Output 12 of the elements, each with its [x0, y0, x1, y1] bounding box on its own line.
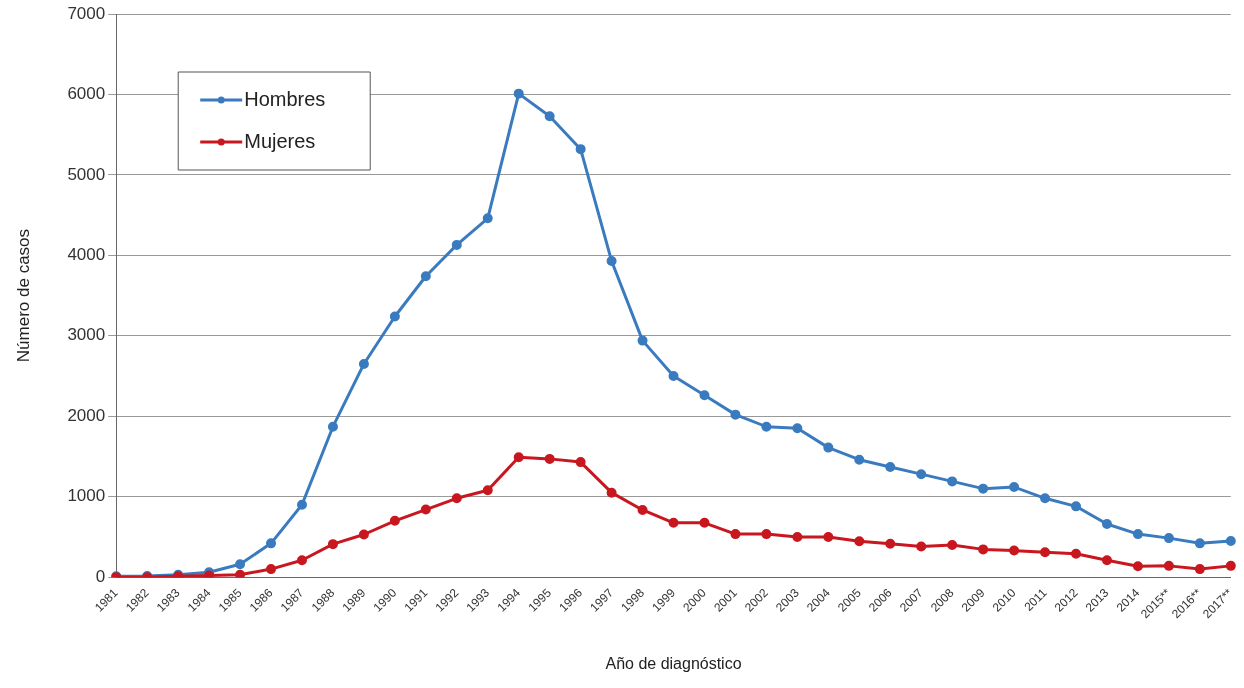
y-tick-label: 7000: [67, 3, 106, 23]
y-tick-label: 1000: [67, 486, 106, 506]
x-axis-title: Año de diagnóstico: [605, 654, 742, 672]
y-tick-label: 6000: [67, 84, 106, 104]
y-tick-label: 2000: [67, 405, 106, 425]
y-tick-label: 0: [95, 566, 106, 586]
legend-label: Mujeres: [244, 129, 316, 152]
y-tick-label: 5000: [67, 164, 106, 184]
y-tick-label: 3000: [67, 325, 106, 345]
y-axis-title: Número de casos: [13, 228, 33, 363]
y-tick-label: 4000: [67, 245, 106, 265]
legend-label: Hombres: [244, 87, 326, 110]
